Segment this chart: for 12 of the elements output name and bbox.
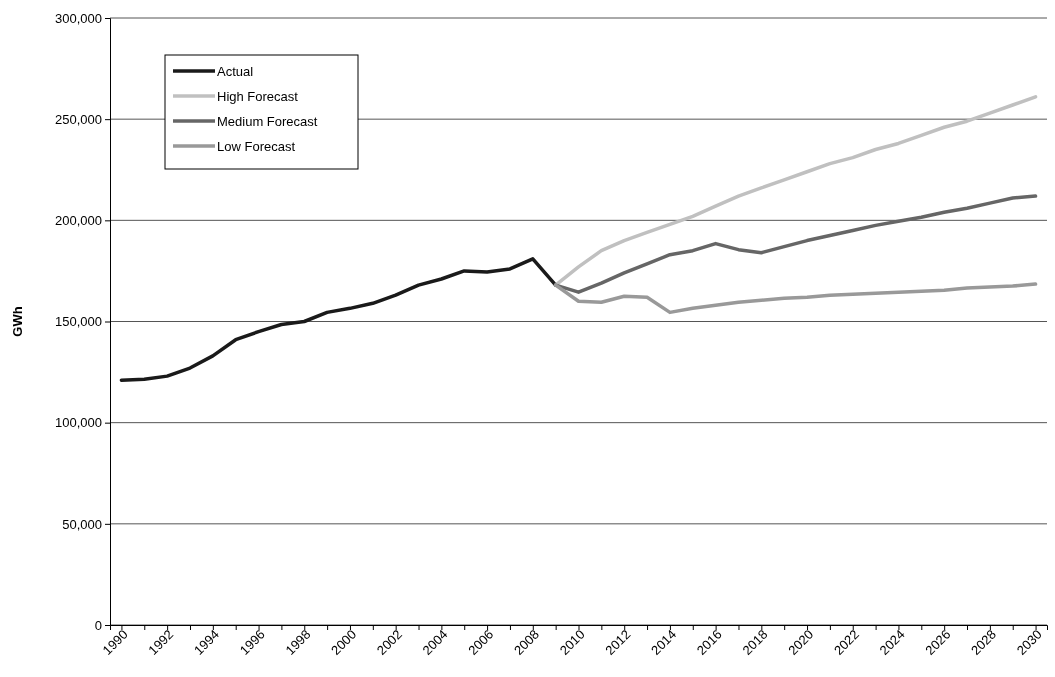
legend-label: Medium Forecast [217, 114, 318, 129]
legend-label: Actual [217, 64, 254, 79]
legend-label: High Forecast [217, 89, 299, 104]
legend-label: Low Forecast [217, 139, 296, 154]
y-tick-label: 50,000 [62, 516, 102, 532]
y-tick-label: 250,000 [55, 111, 102, 127]
y-axis-title: GWh [10, 306, 25, 337]
y-tick-label: 0 [94, 617, 102, 633]
y-tick-label: 200,000 [55, 212, 102, 228]
y-tick-label: 300,000 [55, 10, 102, 26]
y-tick-label: 150,000 [55, 314, 102, 330]
y-tick-label: 100,000 [55, 415, 102, 431]
